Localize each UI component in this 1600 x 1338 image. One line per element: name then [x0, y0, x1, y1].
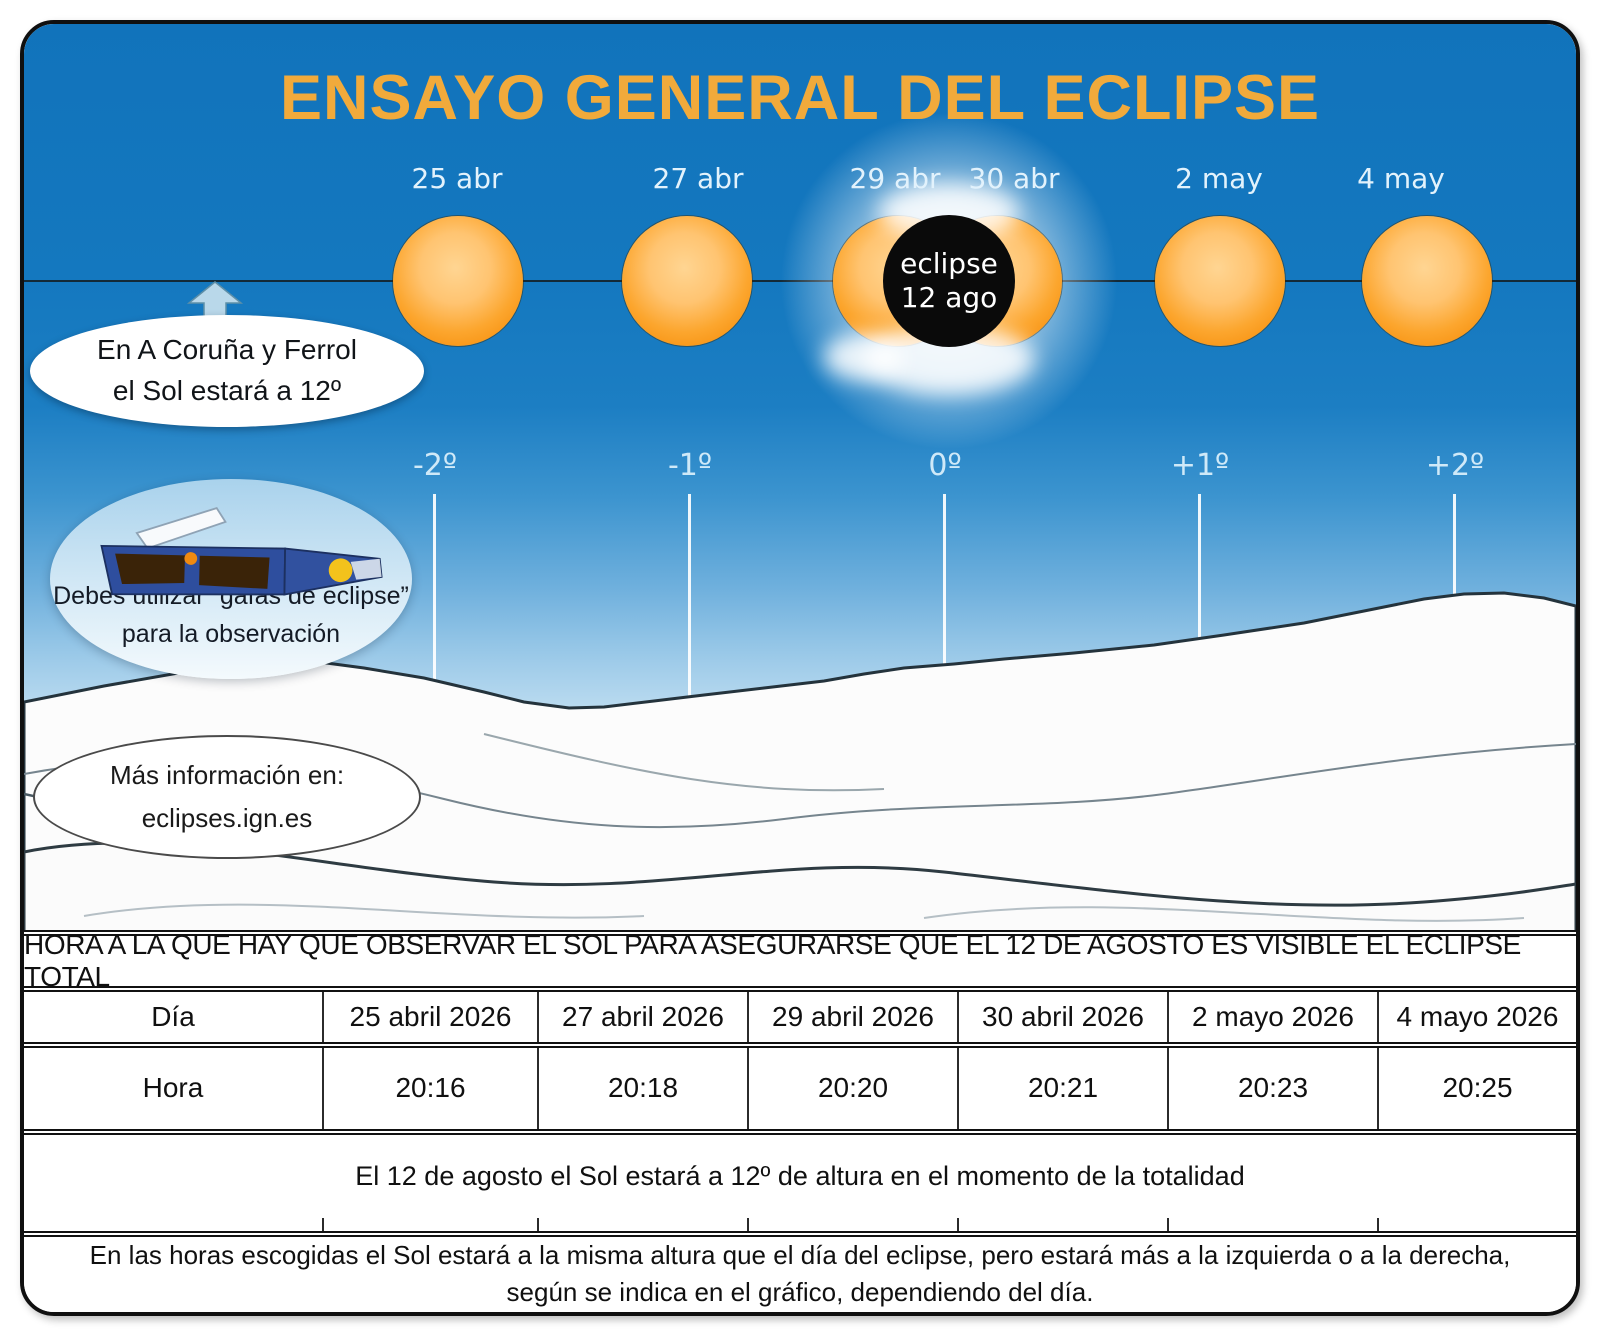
stub-cell [537, 1217, 747, 1231]
tick-plus1 [1198, 494, 1201, 734]
date-label-2may: 2 may [1175, 162, 1263, 195]
info-url: eclipses.ign.es [141, 803, 313, 833]
hour-cell: 20:21 [957, 1047, 1167, 1130]
date-label-29abr: 29 abr [849, 162, 941, 195]
table-header: HORA A LA QUE HAY QUE OBSERVAR EL SOL PA… [24, 929, 1576, 992]
hour-cell: 20:18 [537, 1047, 747, 1130]
tick-minus2 [433, 494, 436, 734]
day-cell: 27 abril 2026 [537, 992, 747, 1042]
table-note-position: En las horas escogidas el Sol estará a l… [24, 1230, 1576, 1312]
callout-altitude-line1: En A Coruña y Ferrol [97, 334, 357, 366]
eclipse-glasses-icon [100, 507, 383, 596]
day-cell: 2 mayo 2026 [1167, 992, 1377, 1042]
stub-cell [1377, 1217, 1576, 1231]
page-title: ENSAYO GENERAL DEL ECLIPSE [279, 63, 1321, 133]
offset-label-plus1: +1º [1170, 448, 1230, 483]
offset-label-zero: 0º [928, 448, 962, 483]
corona-streamer-left [824, 334, 904, 380]
offset-label-plus2: +2º [1425, 448, 1485, 483]
callout-info-line1: Más información en: [109, 760, 345, 791]
table-stub-row [24, 1217, 1576, 1231]
callout-altitude-line2: el Sol estará a 12º [112, 375, 342, 406]
date-label-27abr: 27 abr [652, 162, 744, 195]
hour-cell: 20:20 [747, 1047, 957, 1130]
eclipse-label-line1: eclipse [900, 246, 998, 280]
date-label-30abr: 30 abr [968, 162, 1060, 195]
table-row-day: Día 25 abril 2026 27 abril 2026 29 abril… [24, 992, 1576, 1048]
sky-background: ENSAYO GENERAL DEL ECLIPSE 25 abr 27 abr… [24, 24, 1576, 934]
tick-zero [943, 494, 946, 734]
callout-altitude: En A Coruña y Ferrol el Sol estará a 12º [30, 315, 424, 427]
callout-info: Más información en: eclipses.ign.es [33, 735, 421, 859]
sun-disc-4may [1362, 216, 1492, 346]
sun-disc-2may [1155, 216, 1285, 346]
callout-glasses: Debes utilizar “gafas de eclipse” para l… [50, 479, 412, 679]
hour-cell: 20:23 [1167, 1047, 1377, 1130]
hour-cell: 20:16 [322, 1047, 537, 1130]
hour-row-label: Hora [142, 1072, 204, 1104]
day-row-label: Día [151, 1000, 195, 1032]
stub-cell [322, 1217, 537, 1231]
day-cell: 29 abril 2026 [747, 992, 957, 1042]
mountain-landscape [24, 591, 1576, 934]
table-note-altitude: El 12 de agosto el Sol estará a 12º de a… [355, 1160, 1245, 1191]
date-label-4may: 4 may [1357, 162, 1445, 195]
callout-glasses-line2: para la observación [121, 619, 341, 648]
offset-label-minus2: -2º [412, 448, 458, 483]
stub-cell [24, 1218, 322, 1231]
day-cell: 4 mayo 2026 [1377, 992, 1576, 1042]
infographic-card: ENSAYO GENERAL DEL ECLIPSE 25 abr 27 abr… [20, 20, 1580, 1316]
day-cell: 25 abril 2026 [322, 992, 537, 1042]
table-row-hour: Hora 20:16 20:18 20:20 20:21 20:23 20:25 [24, 1047, 1576, 1136]
date-label-25abr: 25 abr [411, 162, 503, 195]
day-cell: 30 abril 2026 [957, 992, 1167, 1042]
tick-minus1 [688, 494, 691, 734]
offset-label-minus1: -1º [667, 448, 713, 483]
hour-cell: 20:25 [1377, 1047, 1576, 1130]
observation-table: HORA A LA QUE HAY QUE OBSERVAR EL SOL PA… [24, 929, 1576, 1312]
stub-cell [747, 1217, 957, 1231]
sun-disc-25abr [393, 216, 523, 346]
eclipse-disc: eclipse 12 ago [883, 215, 1015, 347]
eclipse-label-line2: 12 ago [900, 281, 998, 314]
sun-disc-27abr [622, 216, 752, 346]
stub-cell [957, 1217, 1167, 1231]
stub-cell [1167, 1217, 1377, 1231]
